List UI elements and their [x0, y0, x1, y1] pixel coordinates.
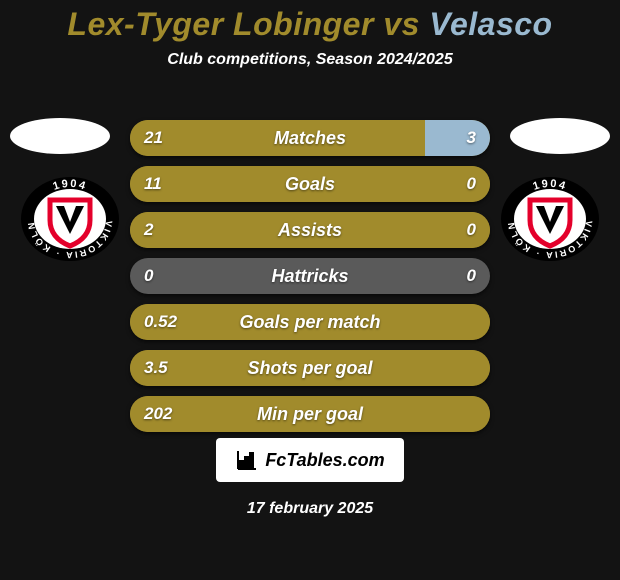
- player1-club-logo: 1904 VIKTORIA · KÖLN: [20, 176, 120, 262]
- stat-value-left: 0.52: [144, 304, 177, 340]
- stat-row: Assists2 0: [130, 212, 490, 248]
- stat-label: Matches: [130, 120, 490, 156]
- stat-row: Goals per match0.52: [130, 304, 490, 340]
- title-separator: vs: [374, 6, 429, 42]
- player2-club-logo: 1904 VIKTORIA · KÖLN: [500, 176, 600, 262]
- subtitle: Club competitions, Season 2024/2025: [0, 51, 620, 69]
- stat-value-right: 0: [467, 258, 476, 294]
- brand-badge: FcTables.com: [216, 438, 404, 482]
- stat-value-right: 0: [467, 166, 476, 202]
- player1-name: Lex-Tyger Lobinger: [67, 6, 374, 42]
- player2-name: Velasco: [429, 6, 552, 42]
- stat-value-left: 21: [144, 120, 163, 156]
- player2-avatar: [510, 118, 610, 154]
- chart-icon: [235, 448, 259, 472]
- stat-row: Goals11 0: [130, 166, 490, 202]
- stat-label: Hattricks: [130, 258, 490, 294]
- player1-avatar: [10, 118, 110, 154]
- stat-value-left: 3.5: [144, 350, 168, 386]
- stat-row: Hattricks0 0: [130, 258, 490, 294]
- stat-value-right: 3: [467, 120, 476, 156]
- footer-date: 17 february 2025: [0, 500, 620, 518]
- stat-label: Goals: [130, 166, 490, 202]
- stat-value-left: 0: [144, 258, 153, 294]
- stat-value-right: 0: [467, 212, 476, 248]
- stat-label: Goals per match: [130, 304, 490, 340]
- stat-label: Assists: [130, 212, 490, 248]
- stat-row: Min per goal202: [130, 396, 490, 432]
- stat-value-left: 11: [144, 166, 162, 202]
- stat-value-left: 202: [144, 396, 172, 432]
- page-title: Lex-Tyger Lobinger vs Velasco: [0, 0, 620, 43]
- stat-value-left: 2: [144, 212, 153, 248]
- stat-row: Matches21 3: [130, 120, 490, 156]
- stat-row: Shots per goal3.5: [130, 350, 490, 386]
- stats-container: Matches213Goals110Assists20Hattricks00Go…: [110, 120, 510, 442]
- stat-label: Min per goal: [130, 396, 490, 432]
- brand-text: FcTables.com: [265, 450, 384, 471]
- stat-label: Shots per goal: [130, 350, 490, 386]
